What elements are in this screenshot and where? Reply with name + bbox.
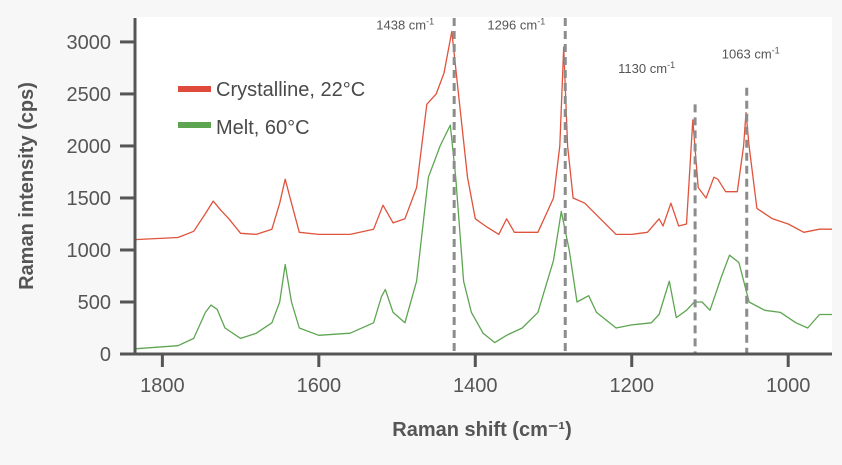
peak-label: 1063 cm-1: [722, 46, 780, 62]
peak-label: 1296 cm-1: [487, 16, 545, 32]
y-tick-label: 0: [100, 344, 111, 366]
annotation-layer: 1438 cm-1 1296 cm-1 1130 cm-1 1063 cm-1: [376, 16, 780, 354]
y-tick-label: 3000: [67, 32, 112, 54]
x-tick-label: 1600: [297, 375, 342, 397]
x-tick-label: 1000: [766, 375, 811, 397]
legend-label-crystalline: Crystalline, 22°C: [216, 79, 365, 101]
y-axis-label: Raman intensity (cps): [16, 82, 38, 290]
x-axis-label: Raman shift (cm⁻¹): [392, 419, 571, 441]
peak-label: 1438 cm-1: [376, 16, 434, 32]
x-tick-label: 1800: [140, 375, 185, 397]
y-tick-label: 2500: [67, 84, 112, 106]
axes-layer: 0 500 1000 1500 2000 2500 3000 1800 1600 1400 1200…: [67, 18, 832, 397]
y-tick-label: 2000: [67, 136, 112, 158]
y-tick-label: 1000: [67, 240, 112, 262]
legend-label-melt: Melt, 60°C: [216, 117, 310, 139]
plot-area: [133, 17, 832, 355]
y-tick-label: 500: [78, 292, 111, 314]
series-line-crystalline: [134, 30, 832, 241]
y-tick-label: 1500: [67, 188, 112, 210]
legend-swatch-crystalline: [178, 86, 211, 92]
x-tick-label: 1200: [609, 375, 654, 397]
legend: Crystalline, 22°C Melt, 60°C: [178, 79, 365, 139]
x-tick-label: 1400: [453, 375, 498, 397]
series-line-melt: [134, 124, 832, 350]
peak-label: 1130 cm-1: [618, 60, 675, 76]
legend-swatch-melt: [178, 122, 211, 128]
series-layer: [134, 30, 832, 350]
